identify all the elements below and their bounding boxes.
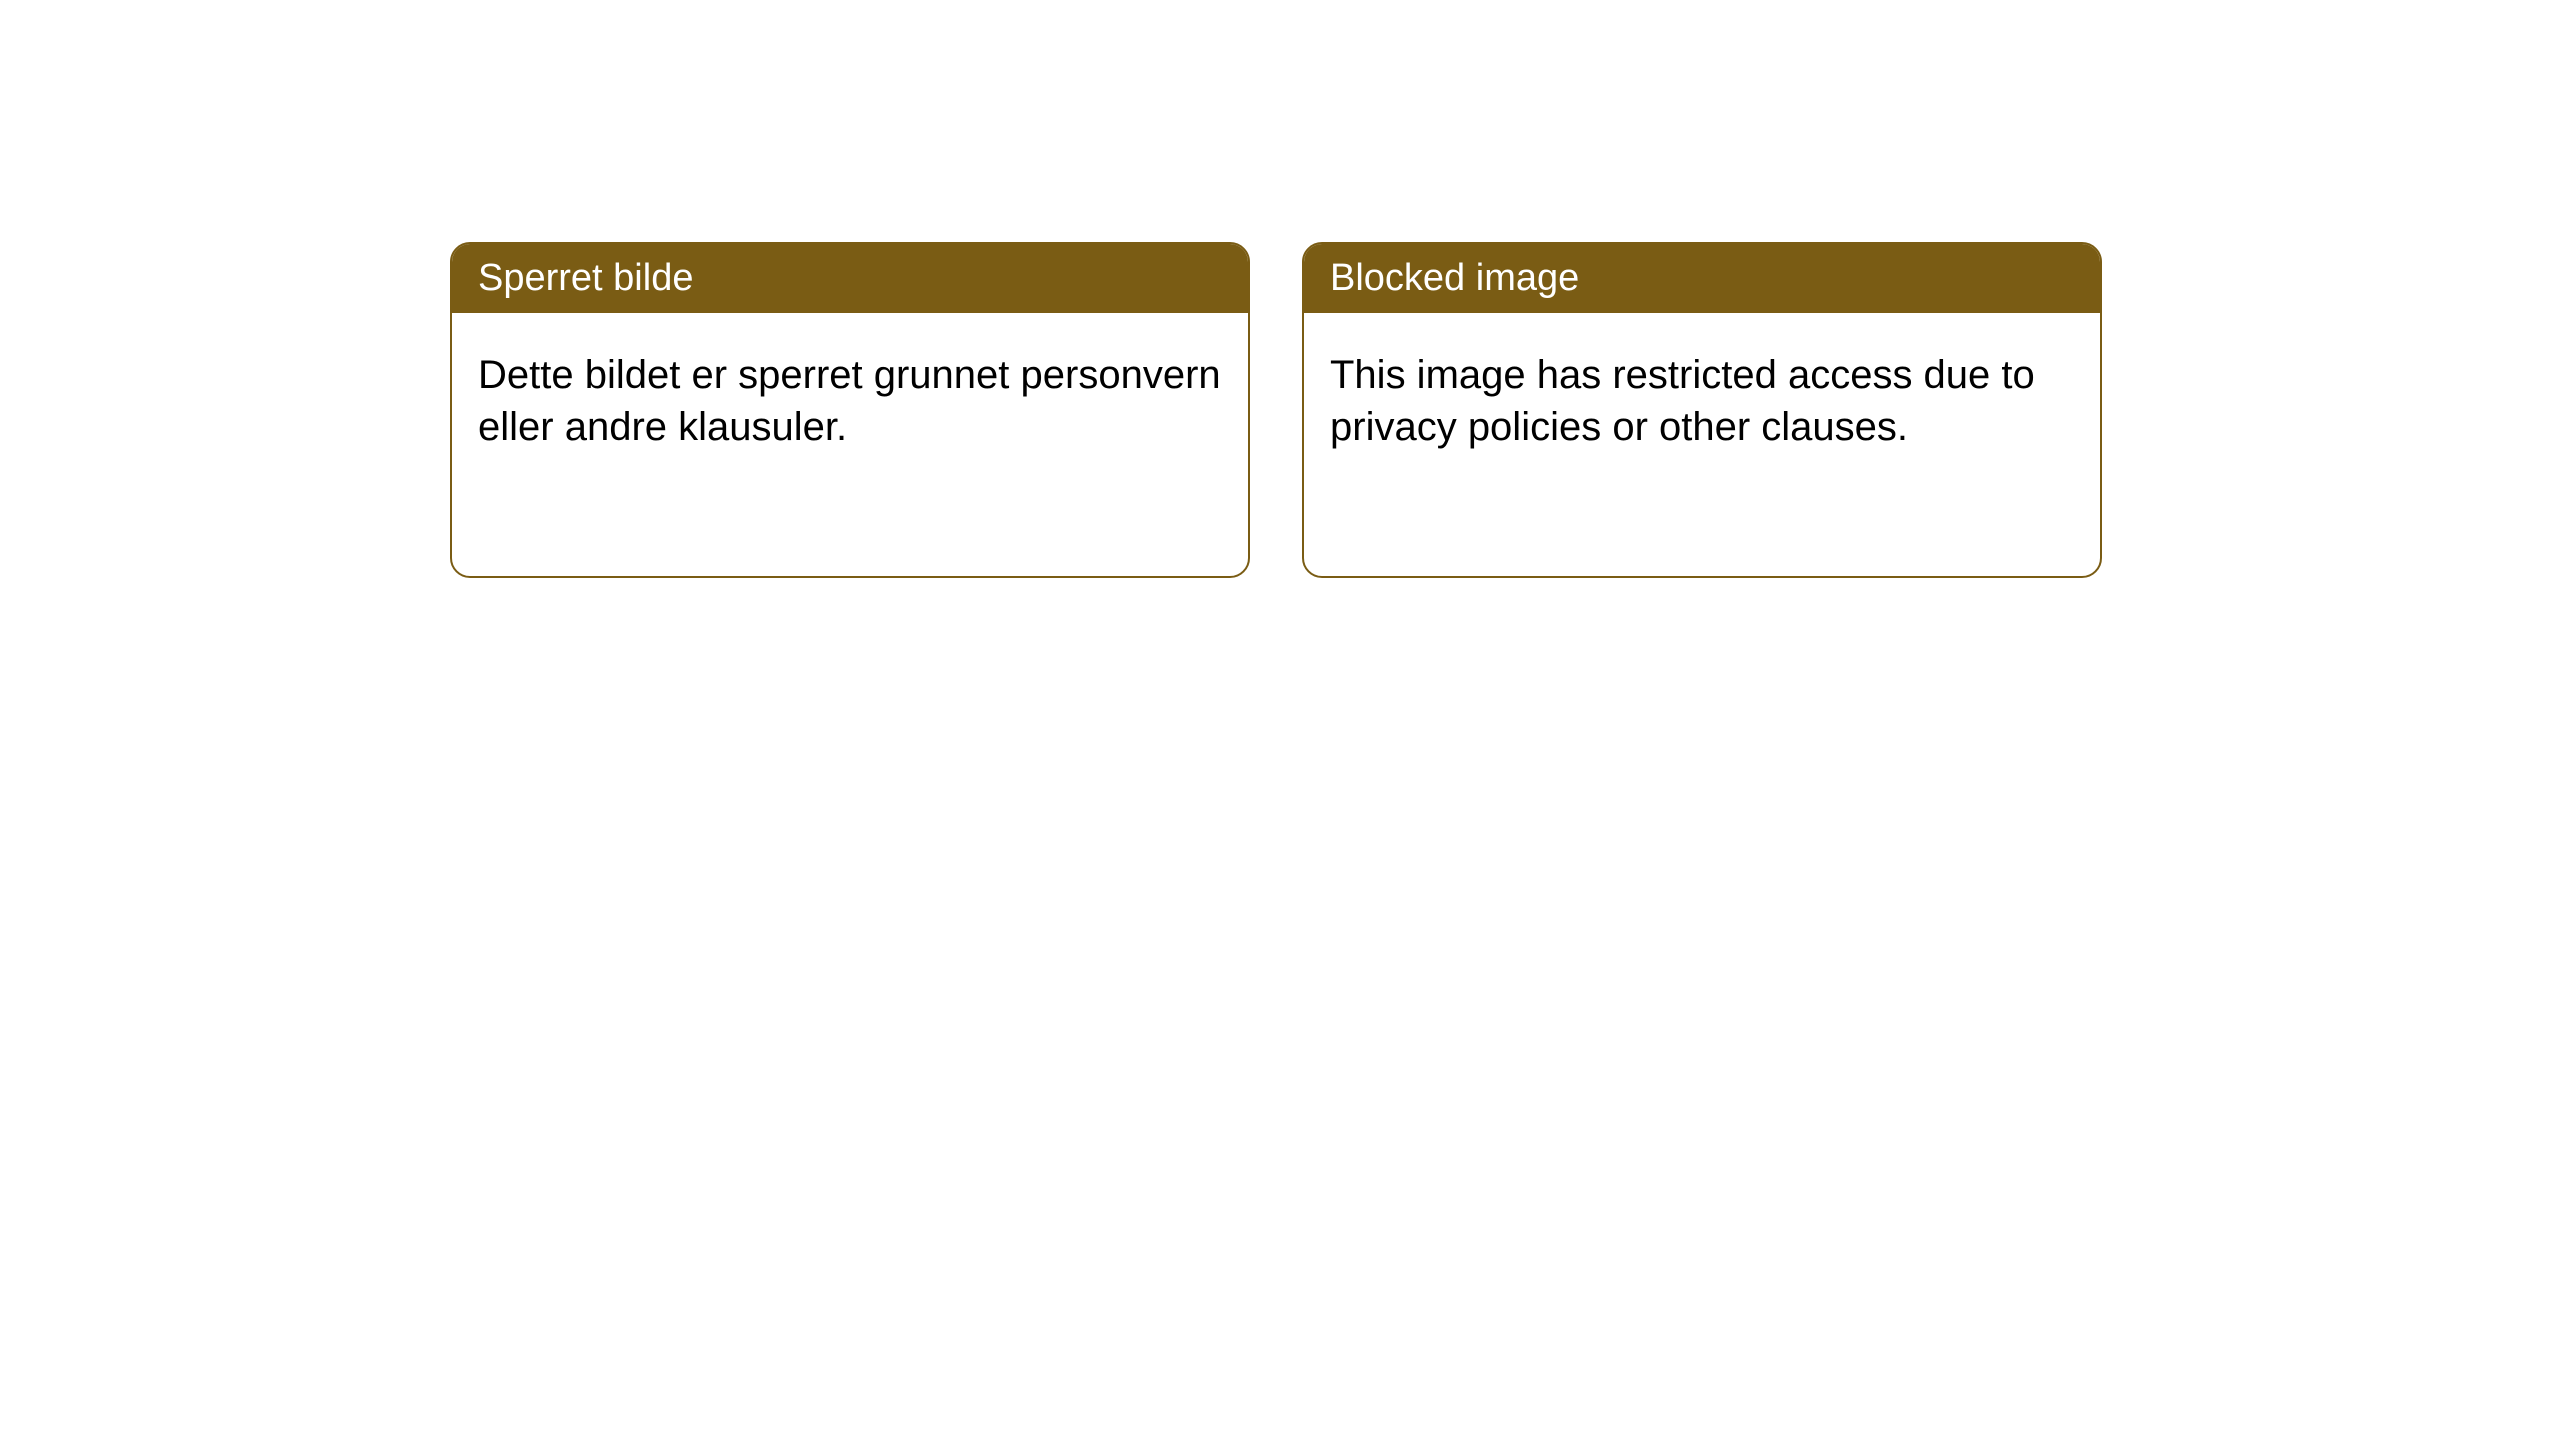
notice-body-norwegian: Dette bildet er sperret grunnet personve… — [452, 313, 1248, 489]
notice-cards-container: Sperret bilde Dette bildet er sperret gr… — [450, 242, 2102, 578]
notice-header-english: Blocked image — [1304, 244, 2100, 313]
notice-card-norwegian: Sperret bilde Dette bildet er sperret gr… — [450, 242, 1250, 578]
notice-header-norwegian: Sperret bilde — [452, 244, 1248, 313]
notice-card-english: Blocked image This image has restricted … — [1302, 242, 2102, 578]
notice-body-english: This image has restricted access due to … — [1304, 313, 2100, 489]
